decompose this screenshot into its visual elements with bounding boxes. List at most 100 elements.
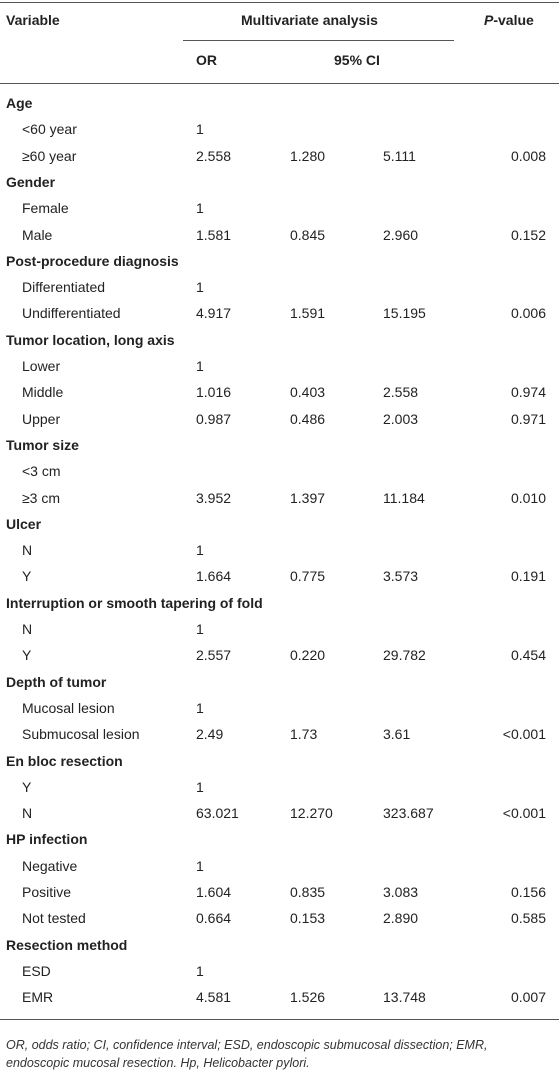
- header-or: OR: [196, 52, 217, 68]
- ci-low-cell: 1.73: [290, 726, 318, 743]
- or-cell: 1: [196, 279, 204, 296]
- p-value-cell: 0.454: [510, 647, 546, 664]
- variable-cell: Y: [22, 568, 32, 585]
- or-cell: 2.557: [196, 647, 232, 664]
- variable-cell: N: [22, 621, 33, 637]
- header-rule: [0, 83, 559, 84]
- variable-cell: Female: [22, 200, 69, 217]
- variable-cell: Male: [22, 226, 53, 243]
- variable-cell: Middle: [22, 384, 64, 401]
- variable-cell: <3 cm: [22, 463, 61, 480]
- group-label: Ulcer: [6, 515, 42, 532]
- group-label: Resection method: [6, 936, 128, 953]
- header-multivariate: Multivariate analysis: [241, 12, 378, 28]
- group-label: Tumor location, long axis: [6, 331, 175, 348]
- group-label: Interruption or smooth tapering of fold: [6, 594, 263, 611]
- p-suffix: -value: [493, 12, 534, 28]
- ci-high-cell: 323.687: [383, 805, 434, 822]
- group-label: Tumor size: [6, 436, 79, 453]
- group-label: Depth of tumor: [6, 673, 107, 690]
- ci-high-cell: 3.573: [383, 568, 419, 585]
- p-value-cell: 0.191: [510, 568, 546, 585]
- ci-high-cell: 15.195: [383, 305, 426, 322]
- ci-high-cell: 2.003: [383, 410, 419, 427]
- ci-high-cell: 2.960: [383, 226, 419, 243]
- p-value-cell: 0.971: [510, 410, 546, 427]
- ci-low-cell: 0.835: [290, 884, 326, 900]
- or-cell: 3.952: [196, 489, 232, 506]
- p-value-cell: 0.974: [510, 384, 546, 401]
- header-variable: Variable: [6, 12, 60, 28]
- or-cell: 1: [196, 121, 204, 138]
- variable-cell: Negative: [22, 857, 78, 874]
- header-ci: 95% CI: [334, 52, 380, 68]
- variable-cell: ≥3 cm: [22, 489, 61, 506]
- ci-low-cell: 0.775: [290, 568, 326, 585]
- p-value-cell: 0.006: [510, 305, 546, 322]
- header-p-value: P-value: [484, 11, 534, 29]
- or-cell: 63.021: [196, 805, 239, 822]
- variable-cell: ≥60 year: [22, 147, 77, 164]
- or-cell: 1: [196, 699, 204, 716]
- or-cell: 1: [196, 542, 204, 559]
- or-cell: 1: [196, 962, 204, 979]
- ci-high-cell: 3.61: [383, 726, 411, 743]
- ci-high-cell: 5.111: [383, 147, 416, 164]
- variable-cell: N: [22, 542, 33, 559]
- variable-cell: ESD: [22, 962, 51, 979]
- p-value-cell: 0.585: [510, 910, 546, 927]
- footnote: OR, odds ratio; CI, confidence interval;…: [6, 1038, 488, 1070]
- bottom-rule: [0, 1019, 559, 1020]
- or-cell: 0.987: [196, 410, 232, 427]
- ci-high-cell: 29.782: [383, 647, 426, 664]
- variable-cell: Undifferentiated: [22, 305, 121, 322]
- group-label: Gender: [6, 173, 56, 190]
- ci-high-cell: 2.890: [383, 910, 419, 927]
- ci-high-cell: 13.748: [383, 989, 426, 1006]
- variable-cell: Mucosal lesion: [22, 699, 115, 716]
- or-cell: 2.49: [196, 726, 224, 743]
- or-cell: 1.664: [196, 568, 232, 585]
- ci-low-cell: 0.220: [290, 647, 326, 664]
- ci-low-cell: 1.591: [290, 305, 326, 322]
- or-cell: 1.016: [196, 384, 232, 401]
- variable-cell: Submucosal lesion: [22, 726, 140, 743]
- p-italic: P: [484, 12, 494, 28]
- ci-low-cell: 12.270: [290, 805, 333, 822]
- group-label: Post-procedure diagnosis: [6, 252, 179, 269]
- or-cell: 1: [196, 621, 204, 637]
- group-rule: [183, 40, 454, 41]
- or-cell: 1: [196, 857, 204, 874]
- ci-low-cell: 0.486: [290, 410, 326, 427]
- group-label: Age: [6, 95, 33, 111]
- p-value-cell: <0.001: [502, 726, 546, 743]
- or-cell: 4.917: [196, 305, 232, 322]
- group-label: En bloc resection: [6, 752, 123, 769]
- variable-cell: Lower: [22, 358, 61, 374]
- variable-cell: Positive: [22, 884, 72, 900]
- or-cell: 0.664: [196, 910, 232, 927]
- or-cell: 1: [196, 358, 204, 374]
- variable-cell: Y: [22, 647, 32, 664]
- ci-high-cell: 11.184: [383, 489, 425, 506]
- group-label: HP infection: [6, 831, 88, 848]
- or-cell: 1.581: [196, 226, 232, 243]
- ci-high-cell: 3.083: [383, 884, 419, 900]
- p-value-cell: 0.156: [510, 884, 546, 900]
- p-value-cell: 0.010: [510, 489, 546, 506]
- variable-cell: N: [22, 805, 33, 822]
- variable-cell: EMR: [22, 989, 54, 1006]
- or-cell: 1.604: [196, 884, 232, 900]
- variable-cell: Upper: [22, 410, 61, 427]
- or-cell: 1: [196, 778, 204, 795]
- or-cell: 4.581: [196, 989, 232, 1006]
- ci-low-cell: 1.280: [290, 147, 326, 164]
- variable-cell: Differentiated: [22, 279, 106, 296]
- ci-low-cell: 0.153: [290, 910, 326, 927]
- ci-low-cell: 0.403: [290, 384, 326, 401]
- ci-low-cell: 0.845: [290, 226, 326, 243]
- variable-cell: Y: [22, 778, 32, 795]
- p-value-cell: <0.001: [502, 805, 546, 822]
- ci-low-cell: 1.397: [290, 489, 326, 506]
